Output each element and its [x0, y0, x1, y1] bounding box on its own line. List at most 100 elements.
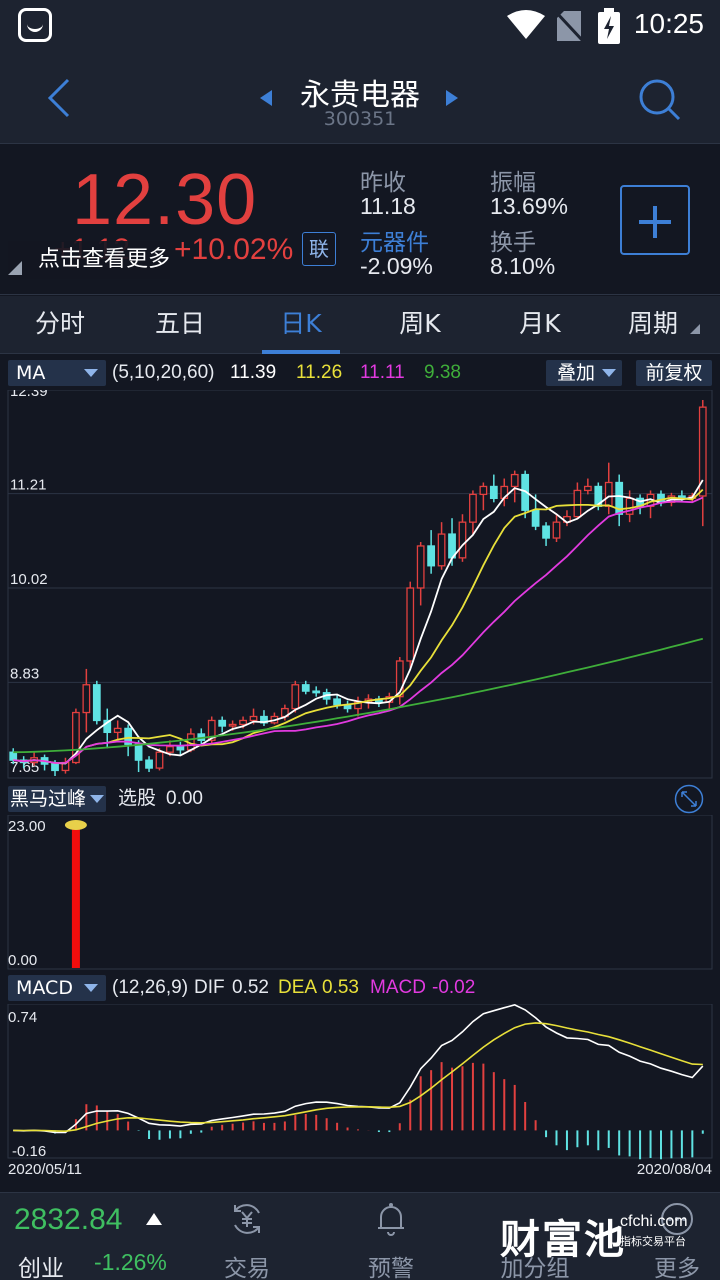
select-label: 选股: [118, 788, 157, 809]
chart-frame: [7, 390, 713, 779]
candle: [479, 485, 488, 496]
turnover-value: 8.10%: [490, 253, 556, 279]
ma-dropdown[interactable]: MA: [8, 360, 106, 386]
candle: [124, 727, 133, 745]
candle: [72, 711, 80, 764]
select-value: 0.00: [166, 788, 203, 809]
macd-dropdown[interactable]: MACD: [8, 975, 106, 1001]
candle: [469, 493, 477, 523]
search-icon[interactable]: [636, 76, 682, 122]
dea-line: [13, 1022, 703, 1133]
quote-panel: 12.30 +1.12 +10.02% 点击查看更多 联 昨收 11.18 振幅…: [0, 145, 720, 295]
candle: [9, 751, 18, 761]
chevron-down-icon: [84, 984, 98, 992]
chevron-down-icon: [90, 795, 104, 803]
clock: 10:25: [633, 8, 704, 39]
dea-value: 0.53: [322, 977, 359, 998]
nav-alert-label: 预警: [368, 1256, 414, 1280]
y-tick-label: 10.02: [10, 571, 48, 588]
adjust-button[interactable]: 前复权: [636, 360, 712, 386]
current-price: 12.30: [72, 160, 258, 240]
signal-chart: 23.00 0.00: [7, 815, 713, 970]
nav-trade-label: 交易: [224, 1256, 270, 1280]
y-tick-label: 8.83: [10, 665, 39, 682]
corner-triangle-icon: [690, 324, 700, 334]
candle: [489, 485, 498, 500]
nav-more[interactable]: 更多: [622, 1193, 720, 1280]
candle: [458, 521, 467, 559]
dif-value: 0.52: [232, 977, 269, 998]
battery-charging-icon: [598, 8, 620, 44]
sector-change-value: -2.09%: [360, 253, 433, 279]
nav-add-group-label: 加分组: [500, 1256, 570, 1280]
candle: [427, 545, 436, 567]
y-tick-label: 11.21: [10, 477, 46, 494]
indicator-name: 黑马过峰: [10, 788, 87, 810]
candle: [218, 719, 227, 727]
indicator-dropdown[interactable]: 黑马过峰: [8, 786, 106, 812]
y-tick-label: 12.39: [10, 390, 48, 400]
candle: [542, 525, 550, 539]
chevron-down-icon: [602, 369, 616, 377]
expand-icon[interactable]: [672, 784, 706, 814]
price-change-percent: +10.02%: [174, 233, 294, 266]
ma-legend-bar: MA (5,10,20,60) 11.39 11.26 11.11 9.38 叠…: [0, 358, 720, 388]
macd-label: MACD: [370, 977, 426, 998]
prev-close-value: 11.18: [360, 193, 416, 219]
chevron-down-icon: [84, 369, 98, 377]
candlestick-chart[interactable]: 12.39 11.21 10.02 8.83 7.65: [0, 390, 720, 780]
index-value[interactable]: 2832.84: [14, 1203, 123, 1236]
candle: [228, 723, 237, 727]
chart-frame: [7, 815, 713, 970]
candle: [134, 743, 143, 761]
tab-daily-k[interactable]: 日K: [262, 296, 340, 354]
caret-up-icon[interactable]: [146, 1213, 162, 1225]
nav-add-group[interactable]: 加分组: [480, 1193, 590, 1280]
candle: [145, 759, 153, 769]
index-change: -1.26%: [94, 1249, 167, 1275]
wifi-icon: [507, 10, 545, 39]
candle: [207, 719, 216, 741]
stock-name: 永贵电器: [300, 78, 420, 113]
ma10-value: 11.26: [296, 362, 343, 383]
view-more-tooltip[interactable]: 点击查看更多: [8, 241, 171, 279]
dif-label: DIF: [194, 977, 225, 998]
bottom-bar: 2832.84 创业 -1.26% 交易 预警 加分组 更多 财富池 cfchi…: [0, 1192, 720, 1280]
watermark-logo: 财富池: [500, 1217, 626, 1263]
signal-marker: [64, 820, 87, 830]
dif-line: [13, 1004, 704, 1134]
stock-header: 永贵电器 300351: [0, 52, 720, 144]
nav-trade[interactable]: 交易: [192, 1193, 302, 1280]
nav-alert[interactable]: 预警: [336, 1193, 446, 1280]
candle: [249, 715, 258, 722]
next-stock-icon[interactable]: [446, 90, 458, 106]
candle: [333, 698, 341, 706]
add-watchlist-button[interactable]: [620, 185, 690, 255]
back-arrow-icon[interactable]: [40, 76, 80, 120]
stock-code: 300351: [323, 108, 397, 130]
tab-monthly-k[interactable]: 月K: [519, 309, 561, 338]
tab-weekly-k[interactable]: 周K: [399, 309, 441, 338]
tab-period[interactable]: 周期: [618, 296, 700, 354]
watermark-url: cfchi.com: [620, 1213, 688, 1230]
overlay-dropdown[interactable]: 叠加: [546, 360, 622, 386]
ma20-line: [13, 496, 704, 764]
candle: [604, 481, 613, 507]
tooltip-text: 点击查看更多: [38, 247, 171, 272]
sector-link[interactable]: 元器件: [360, 230, 429, 256]
y-tick-label: 0.00: [8, 952, 37, 969]
turnover-label: 换手: [490, 230, 536, 256]
tab-intraday[interactable]: 分时: [34, 309, 85, 338]
candle: [291, 684, 300, 710]
dea-label: DEA: [278, 977, 318, 998]
tab-five-day[interactable]: 五日: [154, 309, 205, 338]
y-tick-label: 0.74: [8, 1009, 37, 1026]
macd-legend-bar: MACD (12,26,9) DIF 0.52 DEA 0.53 MACD -0…: [0, 973, 720, 1003]
linked-button[interactable]: 联: [302, 232, 336, 266]
bell-icon: [378, 1203, 404, 1236]
previous-stock-icon[interactable]: [260, 90, 272, 106]
candle: [82, 684, 91, 714]
ma5-value: 11.39: [230, 362, 277, 383]
candle: [416, 545, 425, 589]
